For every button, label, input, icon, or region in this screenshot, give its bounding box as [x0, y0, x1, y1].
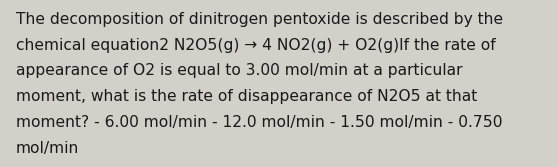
Text: appearance of O2 is equal to 3.00 mol/min at a particular: appearance of O2 is equal to 3.00 mol/mi…	[16, 63, 462, 78]
Text: mol/min: mol/min	[16, 141, 79, 156]
Text: The decomposition of dinitrogen pentoxide is described by the: The decomposition of dinitrogen pentoxid…	[16, 12, 503, 27]
Text: chemical equation2 N2O5(g) → 4 NO2(g) + O2(g)If the rate of: chemical equation2 N2O5(g) → 4 NO2(g) + …	[16, 38, 496, 53]
Text: moment, what is the rate of disappearance of N2O5 at that: moment, what is the rate of disappearanc…	[16, 89, 477, 104]
Text: moment? - 6.00 mol/min - 12.0 mol/min - 1.50 mol/min - 0.750: moment? - 6.00 mol/min - 12.0 mol/min - …	[16, 115, 502, 130]
